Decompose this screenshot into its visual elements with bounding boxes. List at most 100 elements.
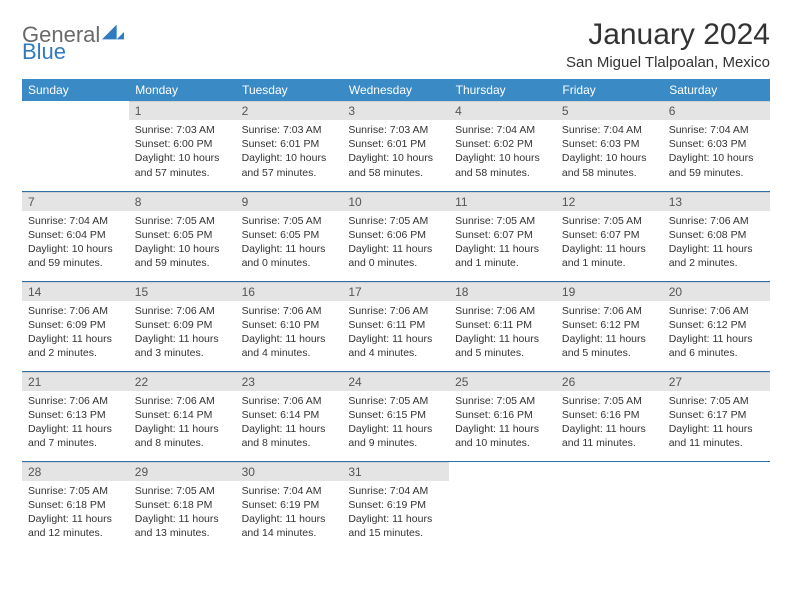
daylight-line: Daylight: 11 hours and 11 minutes. xyxy=(562,423,646,449)
sunset-line: Sunset: 6:18 PM xyxy=(135,499,213,511)
sunset-line: Sunset: 6:01 PM xyxy=(242,138,320,150)
calendar-cell: 1Sunrise: 7:03 AMSunset: 6:00 PMDaylight… xyxy=(129,101,236,191)
calendar-body: ..1Sunrise: 7:03 AMSunset: 6:00 PMDaylig… xyxy=(22,101,770,551)
day-number: 5 xyxy=(556,101,663,120)
sunset-line: Sunset: 6:12 PM xyxy=(669,319,747,331)
calendar-cell: .. xyxy=(22,101,129,191)
day-number: 6 xyxy=(663,101,770,120)
sunset-line: Sunset: 6:17 PM xyxy=(669,409,747,421)
calendar-cell: 31Sunrise: 7:04 AMSunset: 6:19 PMDayligh… xyxy=(342,461,449,551)
day-number: 10 xyxy=(342,192,449,211)
day-info: Sunrise: 7:06 AMSunset: 6:11 PMDaylight:… xyxy=(342,301,449,365)
sunset-line: Sunset: 6:15 PM xyxy=(348,409,426,421)
day-number: 9 xyxy=(236,192,343,211)
daylight-line: Daylight: 11 hours and 5 minutes. xyxy=(455,333,539,359)
daylight-line: Daylight: 11 hours and 2 minutes. xyxy=(28,333,112,359)
sunrise-line: Sunrise: 7:03 AM xyxy=(242,124,322,136)
daylight-line: Daylight: 11 hours and 1 minute. xyxy=(455,243,539,269)
sunset-line: Sunset: 6:11 PM xyxy=(455,319,532,331)
daylight-line: Daylight: 11 hours and 14 minutes. xyxy=(242,513,326,539)
day-info: Sunrise: 7:04 AMSunset: 6:04 PMDaylight:… xyxy=(22,211,129,275)
calendar-cell: 21Sunrise: 7:06 AMSunset: 6:13 PMDayligh… xyxy=(22,371,129,461)
day-number: 17 xyxy=(342,282,449,301)
daylight-line: Daylight: 10 hours and 57 minutes. xyxy=(135,152,220,178)
daylight-line: Daylight: 11 hours and 4 minutes. xyxy=(242,333,326,359)
weekday-header: Sunday xyxy=(22,79,129,101)
day-info: Sunrise: 7:05 AMSunset: 6:06 PMDaylight:… xyxy=(342,211,449,275)
sunset-line: Sunset: 6:07 PM xyxy=(455,229,533,241)
day-info: Sunrise: 7:05 AMSunset: 6:16 PMDaylight:… xyxy=(556,391,663,455)
calendar-cell: .. xyxy=(556,461,663,551)
calendar-cell: .. xyxy=(449,461,556,551)
day-info: Sunrise: 7:06 AM Sunset: 6:09 PM Daylight:… xyxy=(22,301,129,365)
sunrise-line: Sunrise: 7:04 AM xyxy=(348,485,428,497)
day-number: 25 xyxy=(449,372,556,391)
day-number: 13 xyxy=(663,192,770,211)
day-number: 21 xyxy=(22,372,129,391)
day-number: 18 xyxy=(449,282,556,301)
sunset-line: Sunset: 6:19 PM xyxy=(242,499,320,511)
sunrise-line: Sunrise: 7:06 AM xyxy=(28,305,108,317)
sunrise-line: Sunrise: 7:06 AM xyxy=(242,305,322,317)
calendar-cell: 25Sunrise: 7:05 AMSunset: 6:16 PMDayligh… xyxy=(449,371,556,461)
sunrise-line: Sunrise: 7:04 AM xyxy=(669,124,749,136)
daylight-line: Daylight: 11 hours and 4 minutes. xyxy=(348,333,432,359)
day-info: Sunrise: 7:05 AMSunset: 6:05 PMDaylight:… xyxy=(236,211,343,275)
sunset-line: Sunset: 6:13 PM xyxy=(28,409,106,421)
calendar-cell: 11Sunrise: 7:05 AMSunset: 6:07 PMDayligh… xyxy=(449,191,556,281)
daylight-line: Daylight: 10 hours and 59 minutes. xyxy=(28,243,113,269)
day-number: 23 xyxy=(236,372,343,391)
title-block: January 2024 San Miguel Tlalpoalan, Mexi… xyxy=(566,18,770,71)
sunrise-line: Sunrise: 7:05 AM xyxy=(242,215,322,227)
calendar-week-row: 28Sunrise: 7:05 AMSunset: 6:18 PMDayligh… xyxy=(22,461,770,551)
calendar-week-row: ..1Sunrise: 7:03 AMSunset: 6:00 PMDaylig… xyxy=(22,101,770,191)
day-info: Sunrise: 7:06 AMSunset: 6:08 PMDaylight:… xyxy=(663,211,770,275)
calendar-cell: 2Sunrise: 7:03 AMSunset: 6:01 PMDaylight… xyxy=(236,101,343,191)
day-number: 4 xyxy=(449,101,556,120)
day-number: 11 xyxy=(449,192,556,211)
day-number: 29 xyxy=(129,462,236,481)
day-number: 28 xyxy=(22,462,129,481)
sunrise-line: Sunrise: 7:05 AM xyxy=(562,395,642,407)
sunrise-line: Sunrise: 7:06 AM xyxy=(669,215,749,227)
sunset-line: Sunset: 6:02 PM xyxy=(455,138,533,150)
daylight-line: Daylight: 11 hours and 8 minutes. xyxy=(135,423,219,449)
sunrise-line: Sunrise: 7:05 AM xyxy=(669,395,749,407)
daylight-line: Daylight: 11 hours and 1 minute. xyxy=(562,243,646,269)
day-info: Sunrise: 7:05 AMSunset: 6:18 PMDaylight:… xyxy=(22,481,129,545)
calendar-cell: 16Sunrise: 7:06 AMSunset: 6:10 PMDayligh… xyxy=(236,281,343,371)
day-info: Sunrise: 7:06 AMSunset: 6:10 PMDaylight:… xyxy=(236,301,343,365)
sunset-line: Sunset: 6:03 PM xyxy=(562,138,640,150)
sunrise-line: Sunrise: 7:05 AM xyxy=(135,485,215,497)
day-number: 8 xyxy=(129,192,236,211)
daylight-line: Daylight: 10 hours and 59 minutes. xyxy=(135,243,220,269)
sunrise-line: Sunrise: 7:05 AM xyxy=(348,395,428,407)
sunset-line: Sunset: 6:08 PM xyxy=(669,229,747,241)
sunset-line: Sunset: 6:09 PM xyxy=(28,319,106,331)
daylight-line: Daylight: 11 hours and 3 minutes. xyxy=(135,333,219,359)
sunrise-line: Sunrise: 7:06 AM xyxy=(135,305,215,317)
daylight-line: Daylight: 11 hours and 10 minutes. xyxy=(455,423,539,449)
calendar-cell: 14Sunrise: 7:06 AMSunset: 6:09 PMDayligh… xyxy=(22,281,129,371)
day-info: Sunrise: 7:05 AMSunset: 6:18 PMDaylight:… xyxy=(129,481,236,545)
weekday-header: Tuesday xyxy=(236,79,343,101)
daylight-line: Daylight: 11 hours and 0 minutes. xyxy=(242,243,326,269)
daylight-line: Daylight: 10 hours and 58 minutes. xyxy=(455,152,540,178)
daylight-line: Daylight: 11 hours and 11 minutes. xyxy=(669,423,753,449)
day-number: 22 xyxy=(129,372,236,391)
calendar-header-row: SundayMondayTuesdayWednesdayThursdayFrid… xyxy=(22,79,770,101)
daylight-line: Daylight: 11 hours and 7 minutes. xyxy=(28,423,112,449)
daylight-line: Daylight: 11 hours and 0 minutes. xyxy=(348,243,432,269)
calendar-cell: 30Sunrise: 7:04 AMSunset: 6:19 PMDayligh… xyxy=(236,461,343,551)
day-info: Sunrise: 7:05 AMSunset: 6:07 PMDaylight:… xyxy=(449,211,556,275)
day-number: 31 xyxy=(342,462,449,481)
calendar-cell: 12Sunrise: 7:05 AMSunset: 6:07 PMDayligh… xyxy=(556,191,663,281)
daylight-line: Daylight: 11 hours and 6 minutes. xyxy=(669,333,753,359)
weekday-header: Friday xyxy=(556,79,663,101)
day-number: 3 xyxy=(342,101,449,120)
calendar-cell: 23Sunrise: 7:06 AMSunset: 6:14 PMDayligh… xyxy=(236,371,343,461)
day-info: Sunrise: 7:06 AMSunset: 6:14 PMDaylight:… xyxy=(236,391,343,455)
calendar-cell: 3Sunrise: 7:03 AMSunset: 6:01 PMDaylight… xyxy=(342,101,449,191)
day-number: 19 xyxy=(556,282,663,301)
day-info: Sunrise: 7:05 AMSunset: 6:15 PMDaylight:… xyxy=(342,391,449,455)
